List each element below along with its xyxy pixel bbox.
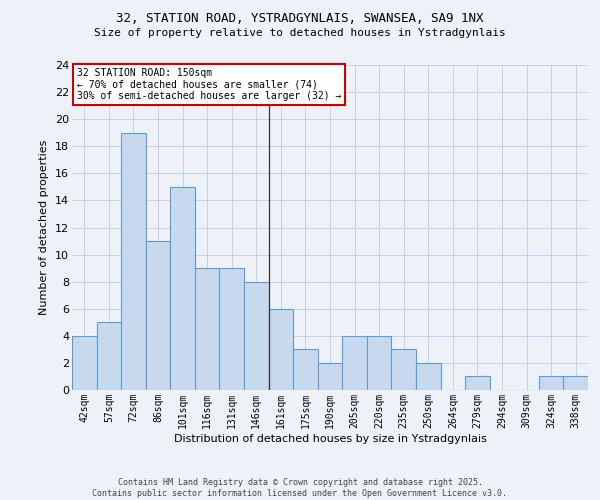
Bar	[318, 363, 342, 390]
X-axis label: Distribution of detached houses by size in Ystradgynlais: Distribution of detached houses by size …	[173, 434, 487, 444]
Text: Size of property relative to detached houses in Ystradgynlais: Size of property relative to detached ho…	[94, 28, 506, 38]
Bar	[72, 336, 97, 390]
Bar	[97, 322, 121, 390]
Text: 32 STATION ROAD: 150sqm
← 70% of detached houses are smaller (74)
30% of semi-de: 32 STATION ROAD: 150sqm ← 70% of detache…	[77, 68, 341, 102]
Bar	[121, 132, 146, 390]
Bar	[416, 363, 440, 390]
Bar	[220, 268, 244, 390]
Bar	[465, 376, 490, 390]
Bar	[146, 241, 170, 390]
Bar	[170, 187, 195, 390]
Text: 32, STATION ROAD, YSTRADGYNLAIS, SWANSEA, SA9 1NX: 32, STATION ROAD, YSTRADGYNLAIS, SWANSEA…	[116, 12, 484, 26]
Bar	[244, 282, 269, 390]
Bar	[367, 336, 391, 390]
Bar	[539, 376, 563, 390]
Bar	[269, 308, 293, 390]
Bar	[391, 350, 416, 390]
Bar	[342, 336, 367, 390]
Bar	[563, 376, 588, 390]
Y-axis label: Number of detached properties: Number of detached properties	[40, 140, 49, 315]
Text: Contains HM Land Registry data © Crown copyright and database right 2025.
Contai: Contains HM Land Registry data © Crown c…	[92, 478, 508, 498]
Bar	[293, 350, 318, 390]
Bar	[195, 268, 220, 390]
